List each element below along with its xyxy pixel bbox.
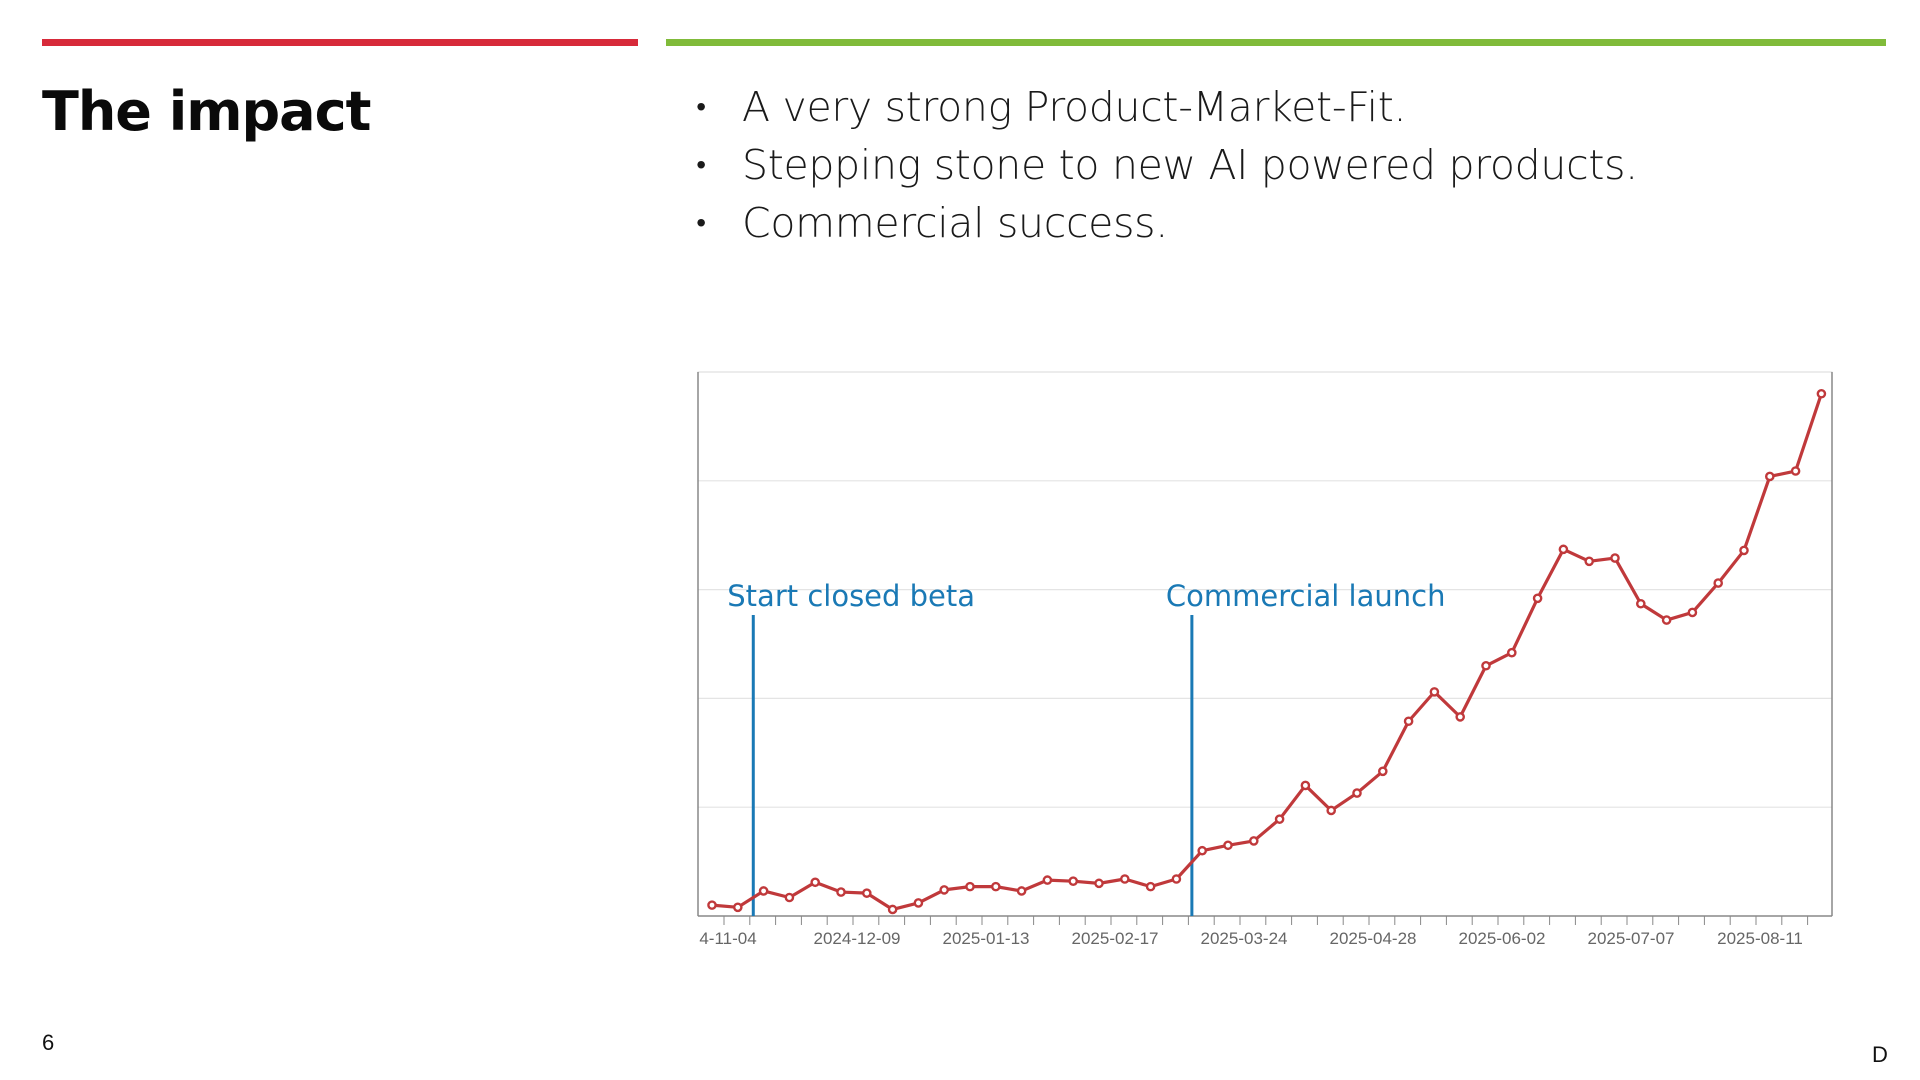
data-point [1223,840,1233,851]
data-point [810,877,820,888]
data-point [1558,544,1569,555]
data-point [1816,388,1827,399]
data-point [758,886,769,896]
x-tick-label: 2025-01-13 [943,929,1030,948]
corner-mark: D [1872,1042,1888,1067]
bullet-marker: • [696,148,706,181]
bullet-item: • Stepping stone to new AI powered produ… [690,136,1638,194]
data-point [1584,556,1595,567]
data-point [1016,886,1027,896]
x-tick-label: 4-11-04 [699,929,756,948]
green-header-rule [666,39,1886,46]
data-point [1661,615,1672,625]
annotation-label: Commercial launch [1166,579,1446,613]
data-point [1429,687,1440,697]
x-tick-label: 2025-08-11 [1717,929,1803,948]
data-point [861,888,872,898]
bullet-text: Commercial success. [742,199,1168,247]
slide-title: The impact [42,80,371,143]
plot-frame [697,371,1833,917]
x-tick-label: 2025-04-28 [1330,929,1417,948]
x-tick-label: 2025-02-17 [1072,929,1159,948]
data-point [1532,593,1543,604]
x-tick-label: 2024-12-09 [814,929,901,948]
bullet-list: • A very strong Product-Market-Fit. • St… [690,78,1638,252]
data-point [1197,845,1208,856]
data-point [1119,874,1130,884]
data-point [913,898,924,908]
data-point [1765,471,1775,482]
data-point [1094,878,1104,889]
bullet-marker: • [696,90,706,123]
data-point [1687,607,1698,618]
x-tick-label: 2025-06-02 [1459,929,1546,948]
data-point [1300,780,1311,791]
data-point [1249,836,1259,846]
data-point [707,900,717,910]
series-line [711,393,1823,912]
bullet-text: A very strong Product-Market-Fit. [742,83,1407,131]
bullet-item: • Commercial success. [690,194,1638,252]
data-point [965,881,975,892]
data-point [1145,881,1156,892]
data-point [1610,553,1620,563]
data-point [733,902,743,913]
data-point [1636,598,1646,609]
data-point [1455,712,1466,722]
data-point [1481,660,1491,671]
data-point [1068,876,1079,886]
data-point [939,885,949,895]
data-point [1790,466,1801,476]
bullet-text: Stepping stone to new AI powered product… [742,141,1638,189]
data-point [1739,545,1749,556]
data-point [1274,814,1285,824]
data-point [784,892,795,903]
growth-line-chart: 4-11-04 2024-12-09 2025-01-13 2025-02-17 202… [697,371,1833,948]
data-point [1042,875,1053,885]
data-point [1507,647,1517,658]
data-point [1378,766,1388,777]
annotation-label: Start closed beta [727,579,975,613]
x-tick-label: 2025-03-24 [1201,929,1288,948]
x-tick-label: 2025-07-07 [1588,929,1675,948]
data-point [1171,874,1182,884]
bullet-marker: • [696,206,706,239]
data-point [1713,578,1723,588]
data-point [1403,716,1414,727]
red-header-rule [42,39,638,46]
data-point [836,887,846,897]
data-point [1352,788,1362,798]
bullet-item: • A very strong Product-Market-Fit. [690,78,1638,136]
data-point [1326,805,1337,816]
data-point [990,881,1001,892]
page-number: 6 [42,1030,55,1055]
data-point [887,904,898,915]
